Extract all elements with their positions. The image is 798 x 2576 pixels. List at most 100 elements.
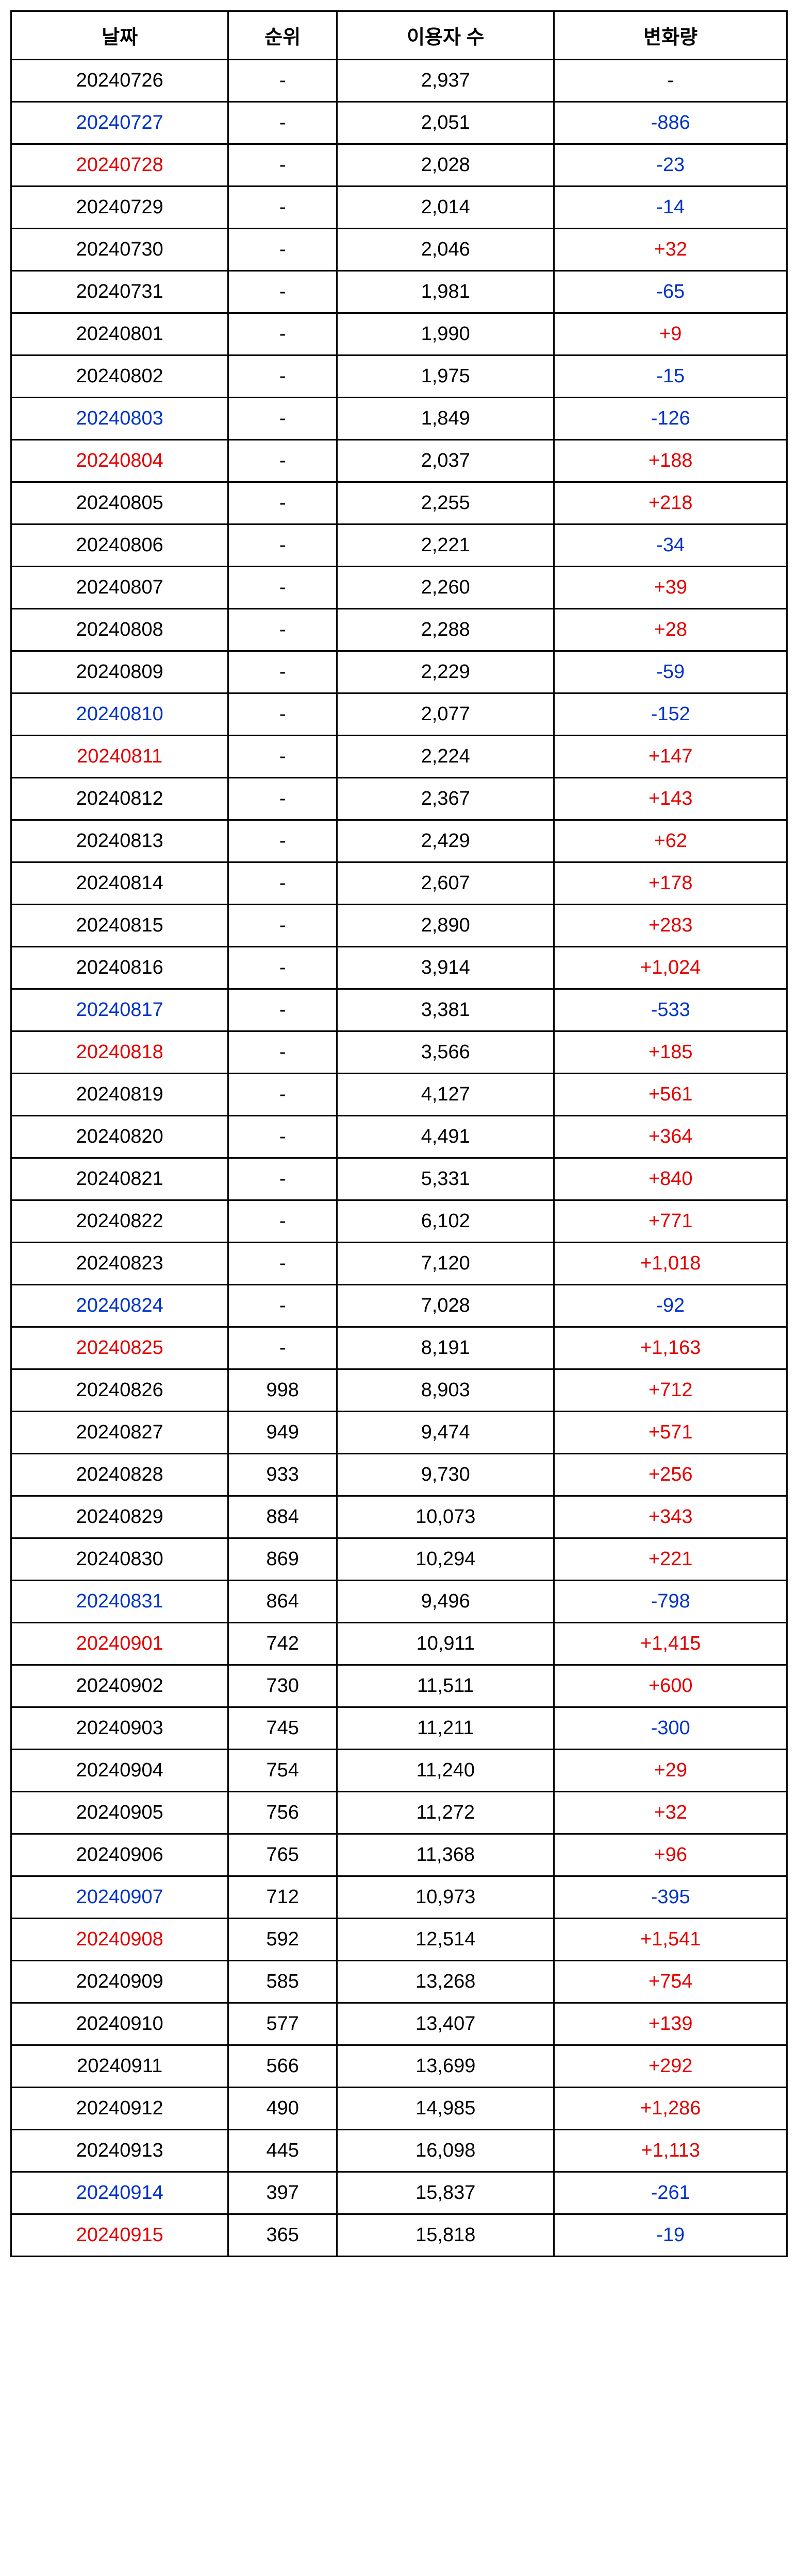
- cell-delta: +840: [554, 1158, 787, 1200]
- cell-rank: 712: [228, 1876, 337, 1919]
- cell-rank: 730: [228, 1665, 337, 1707]
- cell-date: 20240805: [11, 482, 228, 524]
- table-row: 20240801-1,990+9: [11, 313, 787, 355]
- col-header-rank: 순위: [228, 11, 337, 60]
- cell-delta: +32: [554, 1792, 787, 1834]
- table-row: 20240817-3,381-533: [11, 989, 787, 1031]
- cell-delta: -: [554, 60, 787, 102]
- cell-users: 1,990: [337, 313, 554, 355]
- cell-rank: 765: [228, 1834, 337, 1876]
- cell-users: 9,496: [337, 1581, 554, 1623]
- cell-date: 20240816: [11, 947, 228, 989]
- cell-rank: 742: [228, 1623, 337, 1665]
- cell-rank: -: [228, 693, 337, 736]
- cell-rank: 754: [228, 1750, 337, 1792]
- cell-delta: -65: [554, 271, 787, 313]
- cell-users: 10,973: [337, 1876, 554, 1919]
- table-row: 2024090374511,211-300: [11, 1707, 787, 1750]
- cell-users: 2,037: [337, 440, 554, 482]
- cell-rank: -: [228, 947, 337, 989]
- cell-rank: -: [228, 482, 337, 524]
- cell-users: 12,514: [337, 1919, 554, 1961]
- cell-date: 20240829: [11, 1496, 228, 1538]
- cell-rank: -: [228, 440, 337, 482]
- cell-rank: -: [228, 229, 337, 271]
- cell-delta: +1,415: [554, 1623, 787, 1665]
- cell-users: 11,368: [337, 1834, 554, 1876]
- cell-date: 20240807: [11, 567, 228, 609]
- cell-rank: -: [228, 778, 337, 820]
- cell-users: 4,491: [337, 1116, 554, 1158]
- cell-date: 20240814: [11, 862, 228, 905]
- cell-rank: -: [228, 313, 337, 355]
- table-row: 20240730-2,046+32: [11, 229, 787, 271]
- table-row: 202408269988,903+712: [11, 1369, 787, 1412]
- cell-rank: -: [228, 1116, 337, 1158]
- cell-rank: 933: [228, 1454, 337, 1496]
- cell-rank: -: [228, 271, 337, 313]
- cell-delta: +712: [554, 1369, 787, 1412]
- cell-users: 7,028: [337, 1285, 554, 1327]
- cell-rank: -: [228, 567, 337, 609]
- cell-users: 2,224: [337, 736, 554, 778]
- cell-users: 10,073: [337, 1496, 554, 1538]
- cell-rank: -: [228, 651, 337, 693]
- cell-date: 20240731: [11, 271, 228, 313]
- cell-date: 20240730: [11, 229, 228, 271]
- table-row: 2024090273011,511+600: [11, 1665, 787, 1707]
- col-header-users: 이용자 수: [337, 11, 554, 60]
- table-row: 20240814-2,607+178: [11, 862, 787, 905]
- table-row: 20240729-2,014-14: [11, 187, 787, 229]
- cell-users: 10,294: [337, 1538, 554, 1581]
- cell-date: 20240809: [11, 651, 228, 693]
- cell-users: 1,849: [337, 398, 554, 440]
- cell-users: 2,221: [337, 524, 554, 567]
- cell-users: 4,127: [337, 1074, 554, 1116]
- cell-date: 20240817: [11, 989, 228, 1031]
- cell-delta: +1,018: [554, 1243, 787, 1285]
- table-body: 20240726-2,937-20240727-2,051-8862024072…: [11, 60, 787, 2257]
- cell-rank: 592: [228, 1919, 337, 1961]
- cell-rank: 949: [228, 1412, 337, 1454]
- cell-delta: +188: [554, 440, 787, 482]
- cell-delta: +771: [554, 1200, 787, 1243]
- cell-users: 2,028: [337, 144, 554, 187]
- table-row: 20240726-2,937-: [11, 60, 787, 102]
- cell-users: 5,331: [337, 1158, 554, 1200]
- cell-delta: +571: [554, 1412, 787, 1454]
- cell-users: 2,260: [337, 567, 554, 609]
- cell-rank: -: [228, 398, 337, 440]
- cell-users: 6,102: [337, 1200, 554, 1243]
- table-row: 2024090174210,911+1,415: [11, 1623, 787, 1665]
- cell-delta: +178: [554, 862, 787, 905]
- cell-delta: +39: [554, 567, 787, 609]
- table-row: 2024090771210,973-395: [11, 1876, 787, 1919]
- table-row: 202408279499,474+571: [11, 1412, 787, 1454]
- table-row: 2024090475411,240+29: [11, 1750, 787, 1792]
- cell-delta: -261: [554, 2172, 787, 2214]
- cell-users: 7,120: [337, 1243, 554, 1285]
- cell-rank: -: [228, 1158, 337, 1200]
- cell-date: 20240726: [11, 60, 228, 102]
- cell-delta: +96: [554, 1834, 787, 1876]
- table-row: 20240818-3,566+185: [11, 1031, 787, 1074]
- cell-delta: -23: [554, 144, 787, 187]
- cell-users: 2,014: [337, 187, 554, 229]
- cell-date: 20240907: [11, 1876, 228, 1919]
- table-row: 20240802-1,975-15: [11, 355, 787, 398]
- cell-delta: -92: [554, 1285, 787, 1327]
- table-row: 2024091156613,699+292: [11, 2045, 787, 2088]
- cell-date: 20240913: [11, 2130, 228, 2172]
- cell-date: 20240818: [11, 1031, 228, 1074]
- cell-delta: +600: [554, 1665, 787, 1707]
- cell-delta: -886: [554, 102, 787, 144]
- table-row: 2024091057713,407+139: [11, 2003, 787, 2045]
- cell-users: 2,255: [337, 482, 554, 524]
- cell-date: 20240826: [11, 1369, 228, 1412]
- table-row: 20240815-2,890+283: [11, 905, 787, 947]
- table-row: 20240811-2,224+147: [11, 736, 787, 778]
- cell-rank: -: [228, 1074, 337, 1116]
- cell-date: 20240803: [11, 398, 228, 440]
- table-row: 2024091344516,098+1,113: [11, 2130, 787, 2172]
- header-row: 날짜 순위 이용자 수 변화량: [11, 11, 787, 60]
